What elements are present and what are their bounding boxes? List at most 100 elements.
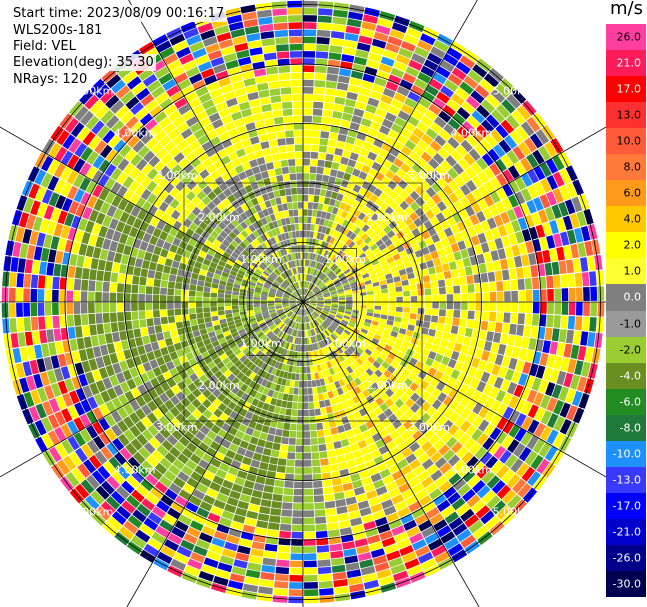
- radar-gate: [408, 179, 419, 190]
- radar-gate: [112, 262, 120, 273]
- radar-gate: [399, 383, 409, 393]
- radar-gate: [538, 379, 549, 394]
- radar-gate: [315, 379, 321, 387]
- radar-gate: [334, 348, 341, 356]
- radar-gate: [99, 403, 110, 417]
- radar-gate: [357, 500, 370, 510]
- radar-gate: [215, 468, 227, 479]
- radar-gate: [53, 263, 62, 277]
- radar-gate: [452, 317, 460, 327]
- radar-gate: [338, 299, 346, 302]
- radar-gate: [563, 343, 573, 358]
- radar-gate: [178, 436, 190, 447]
- radar-gate: [331, 303, 339, 306]
- radar-gate: [551, 384, 563, 399]
- radar-gate: [421, 476, 434, 488]
- radar-gate: [141, 404, 152, 416]
- radar-gate: [367, 251, 375, 259]
- radar-gate: [262, 402, 270, 411]
- radar-gate: [159, 302, 167, 310]
- radar-gate: [381, 288, 389, 294]
- radar-gate: [474, 244, 483, 255]
- radar-gate: [231, 305, 239, 310]
- radar-gate: [248, 420, 257, 429]
- radar-gate: [596, 270, 604, 286]
- radar-gate: [194, 335, 203, 343]
- radar-gate: [218, 314, 226, 320]
- radar-gate: [294, 380, 299, 388]
- radar-gate: [520, 431, 533, 446]
- radar-gate: [225, 334, 233, 341]
- radar-gate: [274, 384, 281, 392]
- radar-gate: [166, 378, 177, 388]
- radar-gate: [242, 456, 252, 466]
- radar-gate: [576, 211, 587, 227]
- radar-gate: [300, 316, 303, 323]
- radar-gate: [143, 251, 153, 262]
- radar-gate: [342, 149, 352, 159]
- radar-gate: [337, 133, 347, 143]
- radar-gate: [253, 294, 261, 298]
- radar-gate: [388, 292, 396, 298]
- radar-gate: [191, 272, 199, 280]
- radar-gate: [455, 334, 465, 344]
- radar-gate: [388, 463, 400, 474]
- radar-gate: [329, 310, 337, 315]
- radar-gate: [323, 428, 332, 437]
- radar-gate: [343, 548, 357, 557]
- radar-gate: [297, 402, 303, 410]
- radar-gate: [135, 396, 147, 408]
- radar-gate: [303, 7, 318, 15]
- radar-gate: [372, 510, 386, 520]
- radar-gate: [344, 452, 354, 461]
- radar-gate: [102, 281, 110, 292]
- radar-gate: [319, 273, 326, 280]
- radar-gate: [331, 404, 339, 413]
- radar-gate: [352, 200, 360, 209]
- radar-gate: [168, 482, 182, 495]
- radar-gate: [314, 319, 320, 326]
- radar-gate: [490, 250, 500, 261]
- radar-gate: [352, 290, 360, 294]
- radar-gate: [358, 87, 371, 97]
- radar-gate: [239, 292, 247, 296]
- radar-gate: [380, 94, 393, 105]
- radar-gate: [93, 435, 106, 450]
- radar-gate: [437, 363, 447, 373]
- radar-gate: [156, 374, 166, 385]
- radar-gate: [524, 278, 532, 290]
- radar-gate: [286, 357, 291, 365]
- radar-gate: [404, 185, 414, 195]
- radar-gate: [331, 298, 339, 301]
- radar-gate: [317, 281, 323, 287]
- radar-gate: [336, 286, 344, 291]
- radar-gate: [404, 157, 416, 168]
- radar-gate: [460, 229, 470, 240]
- radar-gate: [373, 188, 383, 197]
- radar-gate: [310, 300, 317, 302]
- radar-gate: [245, 569, 261, 579]
- radar-gate: [409, 382, 419, 392]
- radar-gate: [305, 289, 308, 296]
- radar-gate: [385, 424, 396, 434]
- radar-gate: [370, 145, 381, 155]
- radar-gate: [446, 216, 456, 227]
- radar-gate: [427, 243, 437, 253]
- radar-gate: [186, 442, 198, 453]
- radar-gate: [195, 296, 203, 302]
- radar-gate: [364, 158, 374, 168]
- radar-gate: [346, 299, 353, 302]
- radar-gate: [500, 78, 516, 93]
- radar-gate: [64, 352, 74, 366]
- radar-gate: [204, 281, 212, 288]
- radar-gate: [323, 277, 330, 283]
- radar-gate: [468, 519, 484, 534]
- radar-gate: [285, 137, 295, 145]
- radar-gate: [434, 134, 447, 147]
- radar-gate: [352, 63, 366, 73]
- radar-gate: [223, 330, 231, 337]
- radar-gate: [343, 105, 355, 115]
- radar-gate: [263, 550, 277, 559]
- radar-gate: [327, 316, 334, 322]
- radar-gate: [425, 175, 436, 187]
